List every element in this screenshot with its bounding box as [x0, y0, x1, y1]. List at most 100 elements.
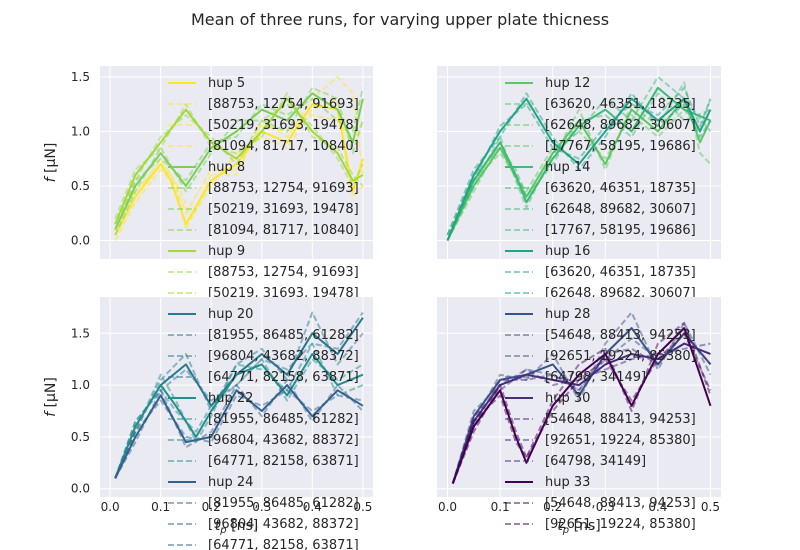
x-tick-label: 0.1	[491, 500, 510, 514]
legend-label: [81094, 81717, 10840]	[208, 139, 359, 154]
legend-label: hup 28	[545, 307, 590, 322]
legend-label: [64771, 82158, 63871]	[208, 454, 359, 469]
legend-label: hup 12	[545, 76, 590, 91]
legend-label: hup 14	[545, 160, 590, 175]
y-axis-label: f [μN]	[43, 377, 59, 417]
legend-label: hup 9	[208, 244, 245, 259]
legend-label: hup 5	[208, 76, 245, 91]
run-line	[446, 98, 712, 236]
run-line	[114, 87, 364, 230]
legend-label: [92651, 19224, 85380]	[545, 517, 696, 532]
run-line	[114, 342, 364, 479]
legend-label: [81094, 81717, 10840]	[208, 223, 359, 238]
legend-label: [88753, 12754, 91693]	[208, 265, 359, 280]
y-tick-label: 0.0	[71, 482, 90, 496]
plot-area	[437, 66, 721, 259]
x-axis-symbol: t	[215, 518, 221, 534]
legend-label: [64798, 34149]	[545, 370, 646, 385]
y-tick-label: 1.0	[71, 378, 90, 392]
y-tick-label: 0.5	[71, 430, 90, 444]
legend-label: [63620, 46351, 18735]	[545, 97, 696, 112]
y-axis-unit: [μN]	[43, 377, 59, 407]
panel-top-right: hup 12 [63620, 46351, 18735] [62648, 89682…	[437, 66, 721, 301]
run-line	[114, 378, 364, 479]
legend: hup 20 [81955, 86485, 61282] [96804, 43682…	[168, 307, 359, 550]
legend-label: [88753, 12754, 91693]	[208, 181, 359, 196]
legend-label: [54648, 88413, 94253]	[545, 328, 696, 343]
mean-line	[114, 353, 364, 479]
panel-top-left: 0.0 0.5 1.0 1.5 hup 5 [88753, 12754, 91693] [5…	[43, 66, 373, 301]
legend-label: [64771, 82158, 63871]	[208, 370, 359, 385]
legend-label: [62648, 89682, 30607]	[545, 118, 696, 133]
legend-label: [54648, 88413, 94253]	[545, 496, 696, 511]
legend-label: hup 22	[208, 391, 253, 406]
legend-label: [96804, 43682, 88372]	[208, 517, 359, 532]
legend-label: [88753, 12754, 91693]	[208, 97, 359, 112]
x-tick-label: 0.4	[648, 500, 667, 514]
x-tick-label: 0.2	[543, 500, 562, 514]
series-group	[114, 311, 364, 479]
run-line	[114, 92, 364, 220]
y-tick-label: 0.5	[71, 179, 90, 193]
series-group	[114, 75, 364, 241]
legend-label: hup 33	[545, 475, 590, 490]
x-tick-label: 0.3	[596, 500, 615, 514]
y-axis-unit: [μN]	[43, 143, 59, 173]
mean-line	[446, 97, 712, 241]
x-tick-label: 0.0	[438, 500, 457, 514]
legend-label: [64798, 34149]	[545, 454, 646, 469]
run-line	[114, 389, 364, 479]
run-line	[446, 92, 711, 236]
run-line	[446, 86, 712, 241]
figure-title: Mean of three runs, for varying upper pl…	[191, 10, 609, 29]
y-tick-label: 1.5	[71, 70, 90, 84]
series-group	[446, 75, 712, 241]
panels: 0.0 0.5 1.0 1.5 hup 5 [88753, 12754, 91693] [5…	[43, 66, 721, 550]
x-tick-label: 0.2	[202, 500, 221, 514]
mean-line	[114, 384, 364, 479]
legend-label: [62648, 89682, 30607]	[545, 202, 696, 217]
legend-label: [50219, 31693, 19478]	[208, 118, 359, 133]
legend-label: [63620, 46351, 18735]	[545, 265, 696, 280]
x-axis-symbol: t	[557, 518, 563, 534]
panel-bottom-left: 0.0 0.1 0.2 0.3 0.4 0.5 0.0 0.5 1.0 1.5 hup 20 [819…	[43, 297, 373, 550]
legend-label: hup 20	[208, 307, 253, 322]
legend: hup 28 [54648, 88413, 94253] [92651, 19224…	[505, 307, 696, 532]
x-tick-label: 0.3	[252, 500, 271, 514]
x-axis-label: tp [ns]	[557, 518, 600, 536]
legend-label: [54648, 88413, 94253]	[545, 412, 696, 427]
x-axis-unit: [ns]	[569, 518, 601, 534]
x-tick-label: 0.4	[303, 500, 322, 514]
legend-label: [92651, 19224, 85380]	[545, 433, 696, 448]
run-line	[451, 311, 712, 484]
mean-line	[451, 327, 712, 484]
run-line	[114, 75, 364, 241]
series-group	[451, 311, 712, 484]
x-tick-label: 0.5	[701, 500, 720, 514]
y-axis-symbol: f	[43, 407, 59, 416]
legend-label: [92651, 19224, 85380]	[545, 349, 696, 364]
run-line	[446, 75, 712, 241]
y-tick-label: 1.0	[71, 124, 90, 138]
y-axis-label: f [μN]	[43, 143, 59, 183]
legend-label: [17767, 58195, 19686]	[545, 223, 696, 238]
x-axis-subscript: p	[219, 525, 226, 536]
y-tick-label: 0.0	[71, 233, 90, 247]
run-line	[114, 114, 364, 231]
x-axis-label: tp [ns]	[215, 518, 258, 536]
legend-label: [17767, 58195, 19686]	[545, 139, 696, 154]
legend-label: [81955, 86485, 61282]	[208, 412, 359, 427]
y-axis-symbol: f	[43, 173, 59, 182]
legend-label: [81955, 86485, 61282]	[208, 328, 359, 343]
run-line	[114, 103, 364, 230]
legend: hup 5 [88753, 12754, 91693] [50219, 31693,…	[168, 76, 359, 301]
x-tick-label: 0.0	[101, 500, 120, 514]
legend-label: hup 16	[545, 244, 590, 259]
panel-bottom-right: 0.0 0.1 0.2 0.3 0.4 0.5 hup 28 [54648, 88413, 9…	[437, 297, 721, 536]
x-tick-label: 0.5	[353, 500, 372, 514]
x-axis-unit: [ns]	[227, 518, 259, 534]
legend-label: [96804, 43682, 88372]	[208, 433, 359, 448]
run-line	[451, 332, 712, 484]
run-line	[451, 321, 712, 484]
